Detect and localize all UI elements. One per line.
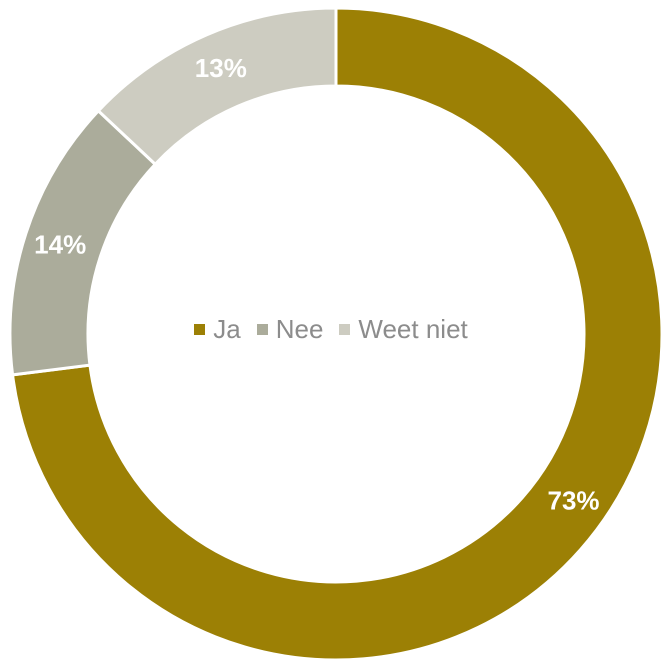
slice-weet-niet [96, 6, 338, 167]
legend-swatch-nee [256, 324, 268, 335]
donut-slices [8, 6, 662, 660]
slice-label-nee: 14% [34, 229, 86, 259]
legend-label-nee: Nee [275, 314, 324, 344]
legend-item-weet-niet: Weet niet [339, 314, 468, 345]
legend-label-weet-niet: Weet niet [358, 314, 468, 344]
slice-ja [10, 6, 662, 660]
slice-label-weet-niet: 13% [195, 53, 247, 83]
legend-item-nee: Nee [256, 314, 324, 345]
legend-label-ja: Ja [213, 314, 241, 344]
slice-labels: 73% 14% 13% [34, 53, 599, 515]
legend-swatch-ja [194, 324, 206, 335]
slice-label-ja: 73% [548, 485, 600, 515]
legend: Ja Nee Weet niet [0, 314, 662, 345]
legend-swatch-weet-niet [339, 324, 351, 335]
legend-item-ja: Ja [194, 314, 241, 345]
